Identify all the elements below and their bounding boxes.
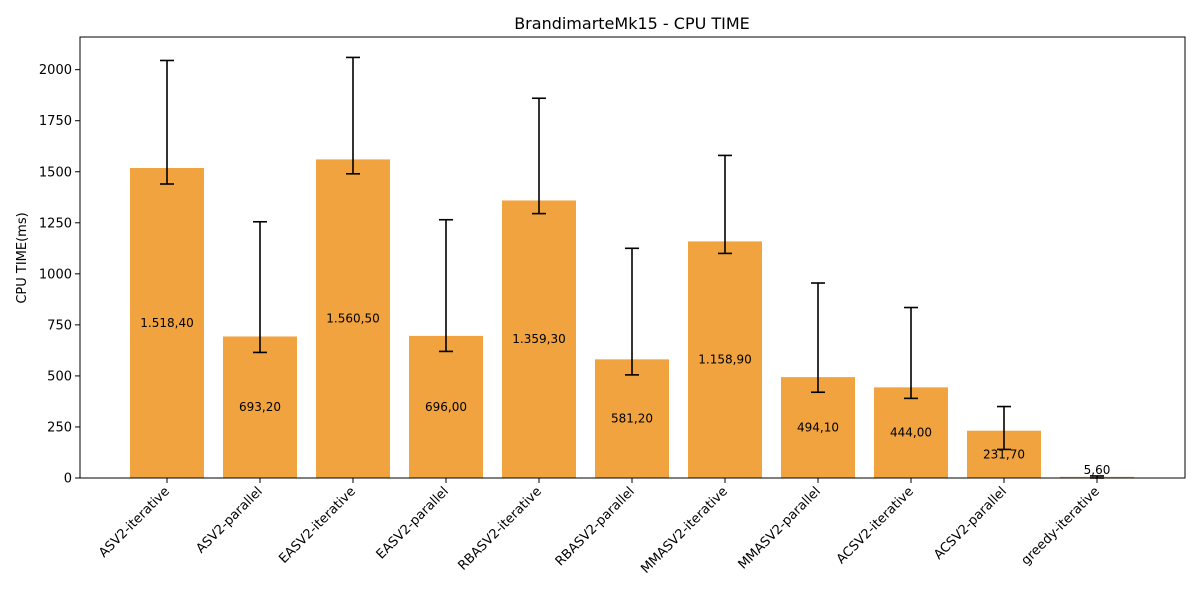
x-tick-label: MMASV2-parallel (736, 484, 824, 572)
x-tick-label: ACSV2-iterative (834, 484, 917, 567)
x-tick-label: RBASV2-iterative (455, 484, 544, 573)
x-tick-label: EASV2-iterative (276, 484, 358, 566)
bar (223, 336, 297, 478)
y-tick-label: 2000 (39, 63, 72, 78)
x-tick-label: ASV2-parallel (193, 484, 265, 556)
y-axis: 0 250 500 750 1000 1250 1500 1750 2000 (39, 63, 80, 487)
bar (595, 359, 669, 478)
y-axis-title: CPU TIME(ms) (15, 212, 30, 303)
error-bar (811, 282, 825, 394)
bar (316, 159, 390, 478)
bar-value-label: 1.518,40 (140, 316, 193, 330)
bar (130, 167, 204, 478)
bar (688, 241, 762, 478)
bar-value-label: 693,20 (239, 400, 281, 414)
y-tick-label: 1750 (39, 114, 72, 129)
y-tick-label: 750 (47, 318, 72, 333)
bar-value-label: 696,00 (425, 400, 467, 414)
y-tick-label: 500 (47, 369, 72, 384)
bar (502, 200, 576, 478)
bar-value-label: 1.560,50 (326, 312, 379, 326)
bar (874, 387, 948, 478)
x-tick-label: RBASV2-parallel (553, 484, 638, 569)
bar-value-label: 5,60 (1084, 463, 1111, 477)
error-bar (160, 59, 174, 185)
error-bar (718, 154, 732, 255)
bar-value-label: 444,00 (890, 426, 932, 440)
error-bar (904, 306, 918, 400)
error-bar (439, 218, 453, 353)
x-axis: ASV2-iterative ASV2-parallel EASV2-iterati… (96, 478, 1103, 577)
bar (781, 377, 855, 478)
bar-value-label: 231,70 (983, 447, 1025, 461)
error-bars-group (160, 56, 1104, 479)
y-tick-label: 0 (64, 472, 72, 487)
error-bar (532, 97, 546, 215)
plot-frame (79, 36, 1186, 479)
bars-group (130, 159, 1134, 478)
error-bar (346, 56, 360, 175)
bar-value-label: 1.158,90 (698, 353, 751, 367)
y-tick-label: 250 (47, 420, 72, 435)
bar-labels-group: 1.518,40 693,20 1.560,50 696,00 1.359,30 581,… (140, 312, 1110, 477)
y-tick-label: 1250 (39, 216, 72, 231)
bar (409, 335, 483, 478)
bar-value-label: 1.359,30 (512, 332, 565, 346)
y-tick-label: 1000 (39, 267, 72, 282)
chart-title: BrandimarteMk15 - CPU TIME (514, 14, 750, 33)
error-bar (253, 220, 267, 354)
x-tick-label: greedy-iterative (1019, 484, 1103, 568)
x-tick-label: MMASV2-iterative (638, 484, 731, 577)
bar-value-label: 494,10 (797, 421, 839, 435)
x-tick-label: ACSV2-parallel (931, 484, 1010, 563)
x-tick-label: ASV2-iterative (96, 484, 173, 561)
y-tick-label: 1500 (39, 165, 72, 180)
error-bar (625, 247, 639, 376)
x-tick-label: EASV2-parallel (374, 484, 452, 562)
error-bar (997, 405, 1011, 451)
bar-value-label: 581,20 (611, 412, 653, 426)
